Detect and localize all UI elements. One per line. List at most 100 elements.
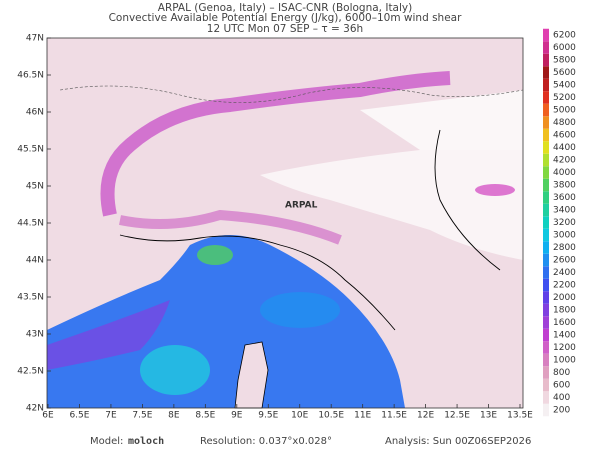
colorbar-swatch — [543, 316, 549, 329]
colorbar-swatch — [543, 378, 549, 392]
valley-region — [260, 140, 523, 260]
plain-region — [360, 90, 523, 150]
colorbar-label: 800 — [553, 368, 570, 378]
lat-label: 47N — [26, 34, 44, 44]
colorbar-swatch — [543, 166, 549, 179]
colorbar-swatch — [543, 303, 549, 317]
footer-model: moloch — [128, 436, 164, 447]
alpine-band — [100, 71, 451, 217]
colorbar-swatch — [543, 91, 549, 104]
colorbar-label: 2400 — [553, 268, 576, 278]
coastline — [434, 129, 501, 271]
colorbar-swatch — [543, 128, 549, 142]
colorbar-swatch — [543, 153, 549, 167]
colorbar-swatch — [543, 78, 549, 92]
colorbar-label: 200 — [553, 406, 570, 416]
sea-cape — [47, 235, 405, 408]
lat-label: 46.5N — [17, 71, 44, 81]
colorbar-swatch — [543, 266, 549, 279]
header-line: Convective Available Potential Energy (J… — [109, 12, 463, 24]
colorbar-label: 6200 — [553, 31, 576, 41]
cape-spot — [475, 184, 515, 196]
lat-label: 42N — [26, 404, 44, 414]
colorbar-label: 1400 — [553, 331, 576, 341]
map: ARPAL — [46, 37, 524, 409]
colorbar-swatch — [543, 178, 549, 192]
lon-label: 7E — [105, 411, 117, 421]
footer-label: Model: — [90, 436, 123, 447]
lon-label: 10E — [291, 411, 308, 421]
lat-label: 43.5N — [17, 293, 44, 303]
colorbar-swatch — [543, 253, 549, 267]
lon-label: 9E — [231, 411, 243, 421]
colorbar-label: 4400 — [553, 143, 576, 153]
coastline — [119, 234, 396, 331]
lon-label: 11.5E — [381, 411, 407, 421]
colorbar-label: 1600 — [553, 318, 576, 328]
colorbar-swatch — [543, 353, 549, 367]
colorbar-swatch — [543, 103, 549, 117]
colorbar-swatch — [543, 203, 549, 217]
colorbar-swatch — [543, 291, 549, 304]
colorbar-swatch — [543, 53, 549, 67]
footer-analysis: Analysis: Sun 00Z06SEP2026 — [385, 436, 531, 447]
apennine-band — [119, 209, 342, 245]
colorbar-label: 3400 — [553, 206, 576, 216]
colorbar-label: 400 — [553, 393, 570, 403]
colorbar-label: 1800 — [553, 306, 576, 316]
colorbar-label: 5200 — [553, 93, 576, 103]
lon-label: 8E — [168, 411, 180, 421]
lon-label: 10.5E — [318, 411, 344, 421]
header-line: 12 UTC Mon 07 SEP – τ = 36h — [207, 23, 363, 35]
colorbar-swatch — [543, 328, 549, 342]
colorbar-swatch — [543, 403, 549, 417]
colorbar-label: 5000 — [553, 106, 576, 116]
colorbar-swatch — [543, 66, 549, 79]
lat-label: 43N — [26, 330, 44, 340]
sea-cape — [140, 345, 210, 395]
colorbar-label: 5800 — [553, 56, 576, 66]
colorbar-label: 3000 — [553, 231, 576, 241]
colorbar-label: 4200 — [553, 156, 576, 166]
colorbar-label: 2600 — [553, 256, 576, 266]
lat-label: 45.5N — [17, 145, 44, 155]
lon-label: 6.5E — [69, 411, 89, 421]
colorbar-swatch — [543, 366, 549, 379]
colorbar-label: 3800 — [553, 181, 576, 191]
colorbar-swatch — [543, 241, 549, 254]
colorbar-swatch — [543, 216, 549, 229]
lat-label: 46N — [26, 108, 44, 118]
footer-resolution: Resolution: 0.037°x0.028° — [200, 436, 332, 447]
colorbar-label: 3200 — [553, 218, 576, 228]
sea-cape — [47, 300, 170, 370]
lon-label: 6E — [42, 411, 54, 421]
lon-label: 12E — [417, 411, 434, 421]
colorbar-label: 1200 — [553, 343, 576, 353]
colorbar-label: 2000 — [553, 293, 576, 303]
colorbar-swatch — [543, 228, 549, 242]
border — [59, 85, 524, 103]
lat-label: 44N — [26, 256, 44, 266]
lon-label: 11E — [354, 411, 371, 421]
lon-label: 13.5E — [507, 411, 533, 421]
sea-cape — [197, 245, 233, 265]
colorbar-label: 2200 — [553, 281, 576, 291]
colorbar-swatch — [543, 391, 549, 404]
colorbar-swatch — [543, 278, 549, 292]
colorbar-swatch — [543, 141, 549, 154]
colorbar-label: 4600 — [553, 131, 576, 141]
colorbar-label: 3600 — [553, 193, 576, 203]
colorbar-swatch — [543, 28, 549, 42]
lon-label: 9.5E — [258, 411, 278, 421]
colorbar-label: 6000 — [553, 43, 576, 53]
colorbar-label: 4000 — [553, 168, 576, 178]
colorbar-label: 1000 — [553, 356, 576, 366]
lon-label: 8.5E — [195, 411, 215, 421]
colorbar-swatch — [543, 41, 549, 54]
lat-label: 45N — [26, 182, 44, 192]
colorbar-swatch — [543, 116, 549, 129]
lat-label: 44.5N — [17, 219, 44, 229]
colorbar-swatch — [543, 191, 549, 204]
